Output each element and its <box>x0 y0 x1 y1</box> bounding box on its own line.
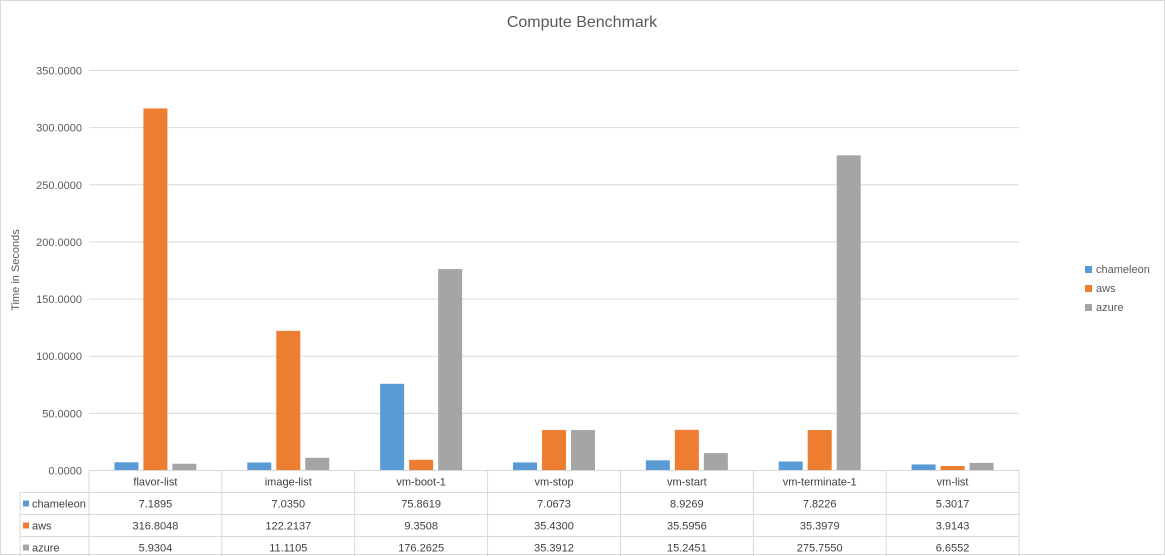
table-value-aws-vm-boot-1: 9.3508 <box>404 521 438 533</box>
bar-series <box>114 108 993 470</box>
legend-label-aws: aws <box>1096 283 1116 295</box>
y-tick-label: 350.0000 <box>36 66 82 78</box>
table-legend-key-chameleon <box>23 501 29 507</box>
bar-azure-vm-start <box>704 453 728 470</box>
table-series-name: aws <box>32 521 52 533</box>
bar-chameleon-vm-stop <box>513 462 537 470</box>
bar-aws-vm-boot-1 <box>409 460 433 471</box>
x-category-label: vm-list <box>937 477 969 489</box>
x-category-label: vm-terminate-1 <box>783 477 857 489</box>
y-tick-label: 100.0000 <box>36 351 82 363</box>
bar-aws-vm-list <box>941 466 965 470</box>
bar-aws-image-list <box>276 331 300 471</box>
chart-title: Compute Benchmark <box>507 14 658 31</box>
x-category-label: image-list <box>265 477 312 489</box>
table-legend-key-azure <box>23 545 29 551</box>
table-value-aws-vm-list: 3.9143 <box>936 521 970 533</box>
x-category-label: vm-stop <box>534 477 573 489</box>
legend-label-chameleon: chameleon <box>1096 264 1150 276</box>
bar-aws-vm-stop <box>542 430 566 470</box>
table-value-chameleon-vm-stop: 7.0673 <box>537 499 571 511</box>
bar-chameleon-image-list <box>247 462 271 470</box>
y-axis-ticks: 0.0000 50.0000 100.0000 150.0000 200.0000 250… <box>36 66 82 478</box>
y-tick-label: 200.0000 <box>36 237 82 249</box>
bar-azure-vm-list <box>970 463 994 471</box>
table-value-azure-flavor-list: 5.9304 <box>139 543 173 555</box>
table-value-azure-vm-start: 15.2451 <box>667 543 707 555</box>
legend-swatch-aws <box>1085 285 1092 292</box>
y-tick-label: 300.0000 <box>36 123 82 135</box>
data-table: flavor-list image-list vm-boot-1 vm-stop vm-… <box>20 471 1019 556</box>
table-value-chameleon-flavor-list: 7.1895 <box>139 499 173 511</box>
bar-chameleon-vm-boot-1 <box>380 384 404 471</box>
bar-chameleon-flavor-list <box>114 462 138 470</box>
table-value-azure-image-list: 11.1105 <box>269 543 307 555</box>
table-value-chameleon-vm-list: 5.3017 <box>936 499 970 511</box>
table-value-aws-flavor-list: 316.8048 <box>132 521 178 533</box>
bar-chameleon-vm-start <box>646 460 670 470</box>
bar-azure-flavor-list <box>172 464 196 471</box>
y-tick-label: 50.0000 <box>42 408 82 420</box>
table-value-aws-vm-start: 35.5956 <box>667 521 707 533</box>
legend-swatch-chameleon <box>1085 266 1092 273</box>
x-category-label: vm-boot-1 <box>396 477 446 489</box>
table-series-name: azure <box>32 543 60 555</box>
y-tick-label: 250.0000 <box>36 180 82 192</box>
legend: chameleon aws azure <box>1085 264 1150 314</box>
table-value-aws-vm-terminate-1: 35.3979 <box>800 521 840 533</box>
table-value-azure-vm-terminate-1: 275.7550 <box>797 543 843 555</box>
table-value-azure-vm-list: 6.6552 <box>936 543 970 555</box>
legend-swatch-azure <box>1085 304 1092 311</box>
table-value-aws-image-list: 122.2137 <box>265 521 311 533</box>
table-value-azure-vm-boot-1: 176.2625 <box>398 543 444 555</box>
bar-azure-image-list <box>305 458 329 471</box>
table-value-aws-vm-stop: 35.4300 <box>534 521 574 533</box>
bar-azure-vm-boot-1 <box>438 269 462 470</box>
bar-aws-vm-terminate-1 <box>808 430 832 470</box>
y-axis-label: Time in Seconds <box>10 229 22 311</box>
table-value-chameleon-vm-boot-1: 75.8619 <box>401 499 441 511</box>
legend-label-azure: azure <box>1096 302 1124 314</box>
table-value-azure-vm-stop: 35.3912 <box>534 543 574 555</box>
table-value-chameleon-vm-start: 8.9269 <box>670 499 704 511</box>
bar-azure-vm-terminate-1 <box>837 155 861 470</box>
bar-chameleon-vm-list <box>912 464 936 470</box>
y-tick-label: 150.0000 <box>36 294 82 306</box>
table-series-name: chameleon <box>32 499 86 511</box>
bar-aws-vm-start <box>675 430 699 471</box>
table-value-chameleon-vm-terminate-1: 7.8226 <box>803 499 837 511</box>
table-legend-key-aws <box>23 523 29 529</box>
x-category-label: vm-start <box>667 477 707 489</box>
y-tick-label: 0.0000 <box>48 466 82 478</box>
bar-aws-flavor-list <box>143 108 167 470</box>
bar-azure-vm-stop <box>571 430 595 470</box>
bar-chameleon-vm-terminate-1 <box>779 462 803 471</box>
table-value-chameleon-image-list: 7.0350 <box>271 499 305 511</box>
gridlines <box>89 71 1019 471</box>
x-category-label: flavor-list <box>133 477 177 489</box>
